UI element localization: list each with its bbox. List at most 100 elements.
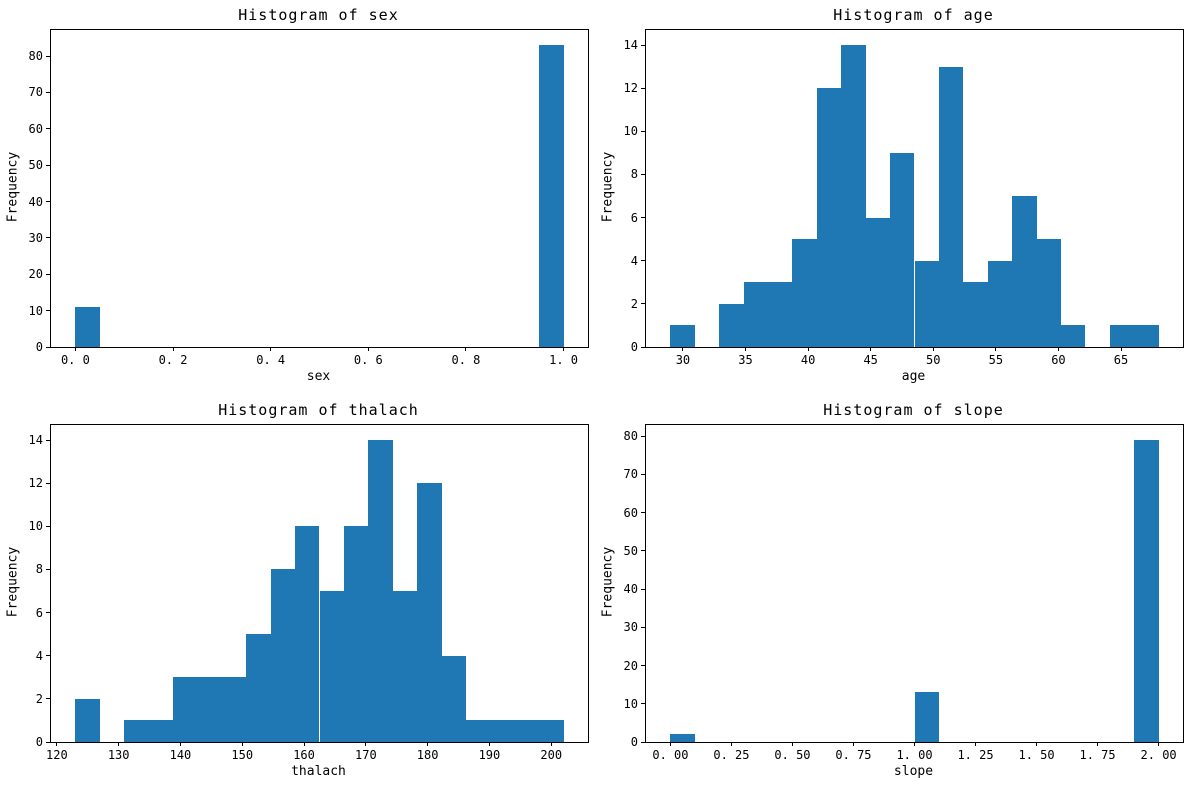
- x-tick-mark: [995, 347, 997, 351]
- x-tick-label: 130: [107, 748, 130, 762]
- y-tick-label: 8: [35, 562, 43, 577]
- y-tick-label: 10: [623, 124, 638, 139]
- x-tick-label: 50: [926, 353, 941, 367]
- y-tick-label: 70: [28, 85, 43, 100]
- plot-area: 0. 00 0. 25 0. 50 0. 75 1. 00 1. 25 1. 50 1. 75…: [624, 424, 1184, 762]
- y-tick-mark: [641, 550, 646, 552]
- y-tick-mark: [46, 482, 51, 484]
- histogram-bar: [246, 634, 271, 742]
- x-tick-mark: [241, 742, 243, 746]
- histogram-bar: [75, 306, 100, 347]
- x-tick-label: 35: [738, 353, 753, 367]
- x-tick-mark: [932, 347, 934, 351]
- histogram-bar: [963, 282, 988, 347]
- x-tick-label: 0. 25: [713, 748, 750, 762]
- y-tick-label: 0: [630, 735, 638, 749]
- y-tick-label: 70: [623, 467, 638, 482]
- y-tick-mark: [641, 703, 646, 705]
- histogram-bar: [841, 45, 866, 347]
- histogram-bar: [743, 282, 769, 347]
- histogram-bar: [539, 720, 564, 742]
- x-tick-mark: [1158, 742, 1160, 746]
- x-tick-label: 1. 75: [1079, 748, 1116, 762]
- y-tick-mark: [641, 87, 646, 89]
- x-tick-mark: [550, 742, 552, 746]
- histogram-bar: [670, 325, 695, 347]
- x-tick-label: 0. 4: [256, 353, 286, 367]
- y-tick-mark: [46, 698, 51, 700]
- x-tick-mark: [427, 742, 429, 746]
- histogram-bar: [221, 677, 247, 742]
- y-tick-mark: [46, 201, 51, 202]
- x-tick-mark: [730, 742, 732, 746]
- x-tick-mark: [807, 347, 809, 351]
- x-tick-label: 65: [1113, 353, 1129, 367]
- histogram-bar: [148, 720, 174, 742]
- x-tick-mark: [852, 742, 854, 746]
- y-tick-mark: [641, 217, 646, 219]
- chart-title: Histogram of thalach: [218, 401, 419, 419]
- histogram-bar: [514, 720, 540, 742]
- histogram-bar: [987, 260, 1013, 347]
- x-tick-mark: [303, 742, 305, 746]
- histogram-bar: [890, 152, 915, 347]
- x-tick-label: 150: [231, 748, 254, 762]
- y-tick-label: 12: [28, 476, 43, 491]
- y-tick-label: 0: [35, 340, 43, 354]
- histogram-bar: [1109, 325, 1135, 347]
- x-tick-mark: [488, 742, 490, 746]
- x-tick-label: 60: [1051, 353, 1066, 367]
- y-tick-mark: [46, 55, 51, 57]
- y-tick-mark: [46, 439, 51, 441]
- x-tick-mark: [270, 347, 272, 351]
- y-tick-label: 2: [630, 296, 638, 311]
- y-tick-label: 10: [28, 519, 43, 534]
- histogram-bar: [768, 282, 793, 347]
- y-tick-mark: [641, 173, 646, 175]
- x-tick-label: 120: [46, 748, 68, 762]
- y-tick-label: 10: [623, 696, 638, 711]
- x-tick-mark: [74, 347, 76, 351]
- x-tick-label: 55: [988, 353, 1004, 367]
- subplot-thalach: Histogram of thalach Frequency thalach 1…: [0, 395, 594, 790]
- x-tick-mark: [745, 347, 746, 351]
- y-tick-mark: [641, 473, 646, 475]
- histogram-bar: [914, 260, 939, 347]
- histogram-bar: [124, 720, 149, 742]
- x-tick-label: 40: [800, 353, 816, 367]
- histogram-bar: [670, 734, 695, 742]
- y-tick-label: 14: [28, 433, 43, 448]
- x-tick-mark: [975, 742, 977, 746]
- y-tick-mark: [641, 435, 646, 437]
- y-tick-mark: [641, 741, 646, 743]
- histogram-bar: [319, 591, 344, 742]
- x-tick-label: 0. 6: [353, 353, 383, 367]
- x-axis-label: slope: [893, 764, 934, 779]
- x-tick-label: 140: [169, 748, 192, 762]
- x-tick-label: 0. 00: [652, 748, 689, 762]
- histogram-bar: [343, 526, 369, 742]
- y-tick-mark: [46, 237, 51, 239]
- y-tick-label: 20: [28, 267, 43, 282]
- histogram-bar: [816, 88, 842, 347]
- chart-title: Histogram of sex: [238, 6, 399, 24]
- y-tick-label: 0: [35, 735, 43, 749]
- x-tick-mark: [179, 742, 181, 746]
- y-tick-label: 50: [623, 543, 638, 558]
- plot-area: 0. 0 0. 2 0. 4 0. 6 0. 8 1. 0 0 10 20 30 40 50 60 70 8…: [29, 29, 589, 367]
- x-tick-label: 0. 0: [60, 353, 90, 367]
- histogram-bar: [865, 217, 891, 347]
- histogram-bar: [392, 591, 418, 742]
- x-tick-mark: [563, 347, 565, 351]
- x-tick-mark: [172, 347, 174, 351]
- y-tick-mark: [641, 626, 646, 628]
- y-tick-label: 4: [35, 648, 43, 663]
- x-axis-label: thalach: [291, 764, 346, 779]
- y-tick-mark: [46, 346, 51, 348]
- histogram-bar: [539, 45, 564, 347]
- y-tick-label: 12: [623, 81, 638, 96]
- x-tick-label: 160: [293, 748, 315, 762]
- histogram-bar: [1036, 239, 1061, 347]
- y-tick-label: 14: [623, 38, 638, 53]
- histogram-bar: [368, 440, 393, 742]
